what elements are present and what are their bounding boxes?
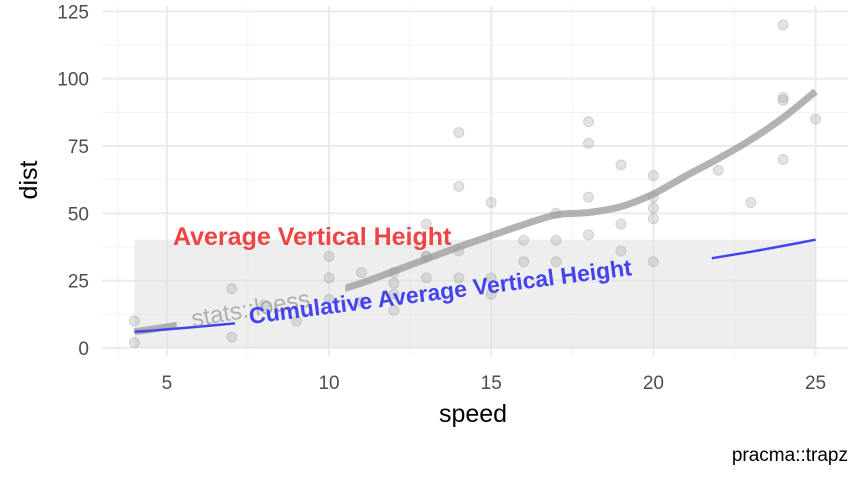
data-point [550,234,562,246]
data-point [583,191,595,203]
data-point [323,250,335,262]
y-tick-label-125: 125 [57,2,89,23]
data-point [453,272,465,284]
data-point [355,267,367,279]
y-tick-labels: 0 25 50 75 100 125 [57,2,89,360]
y-tick-label-100: 100 [57,70,89,91]
data-point [777,19,789,31]
data-point [388,288,400,300]
cumulative-line [134,238,816,334]
data-point [453,127,465,139]
data-point [420,218,432,230]
data-point [615,218,627,230]
data-point [518,234,530,246]
y-tick-label-0: 0 [78,339,89,360]
data-point [485,272,497,284]
y-tick-label-25: 25 [68,272,89,293]
x-tick-label-20: 20 [643,373,664,394]
data-point [355,296,367,308]
data-point [583,137,595,149]
y-axis-title: dist [15,160,43,199]
data-point [745,197,757,209]
data-point [647,256,659,268]
data-point [647,213,659,225]
data-point [647,170,659,182]
x-tick-label-10: 10 [318,373,339,394]
average-height-label: Average Vertical Height [173,223,452,251]
data-point [323,272,335,284]
data-point [615,245,627,257]
data-point [583,229,595,241]
x-axis-title: speed [439,400,507,428]
data-point [485,197,497,209]
data-point [128,315,140,327]
y-tick-label-75: 75 [68,137,89,158]
data-point [453,180,465,192]
x-tick-labels: 5 10 15 20 25 [162,373,827,394]
scatter-points [128,19,822,349]
cumulative-average-line [134,238,816,334]
data-point [420,272,432,284]
data-point [777,94,789,106]
data-point [226,283,238,295]
y-tick-label-50: 50 [68,204,89,225]
data-point [647,202,659,214]
data-point [583,116,595,128]
x-tick-label-25: 25 [805,373,826,394]
data-point [777,153,789,165]
caption: pracma::trapz [732,445,848,466]
data-point [550,256,562,268]
data-point [810,113,822,125]
loess-curve [133,88,818,336]
data-point [777,92,789,104]
loess-line [133,88,818,336]
data-point [226,331,238,343]
data-point [615,159,627,171]
data-point [712,164,724,176]
x-tick-label-15: 15 [481,373,502,394]
x-tick-label-5: 5 [162,373,173,394]
data-point [128,337,140,349]
data-point [518,256,530,268]
data-point [388,277,400,289]
